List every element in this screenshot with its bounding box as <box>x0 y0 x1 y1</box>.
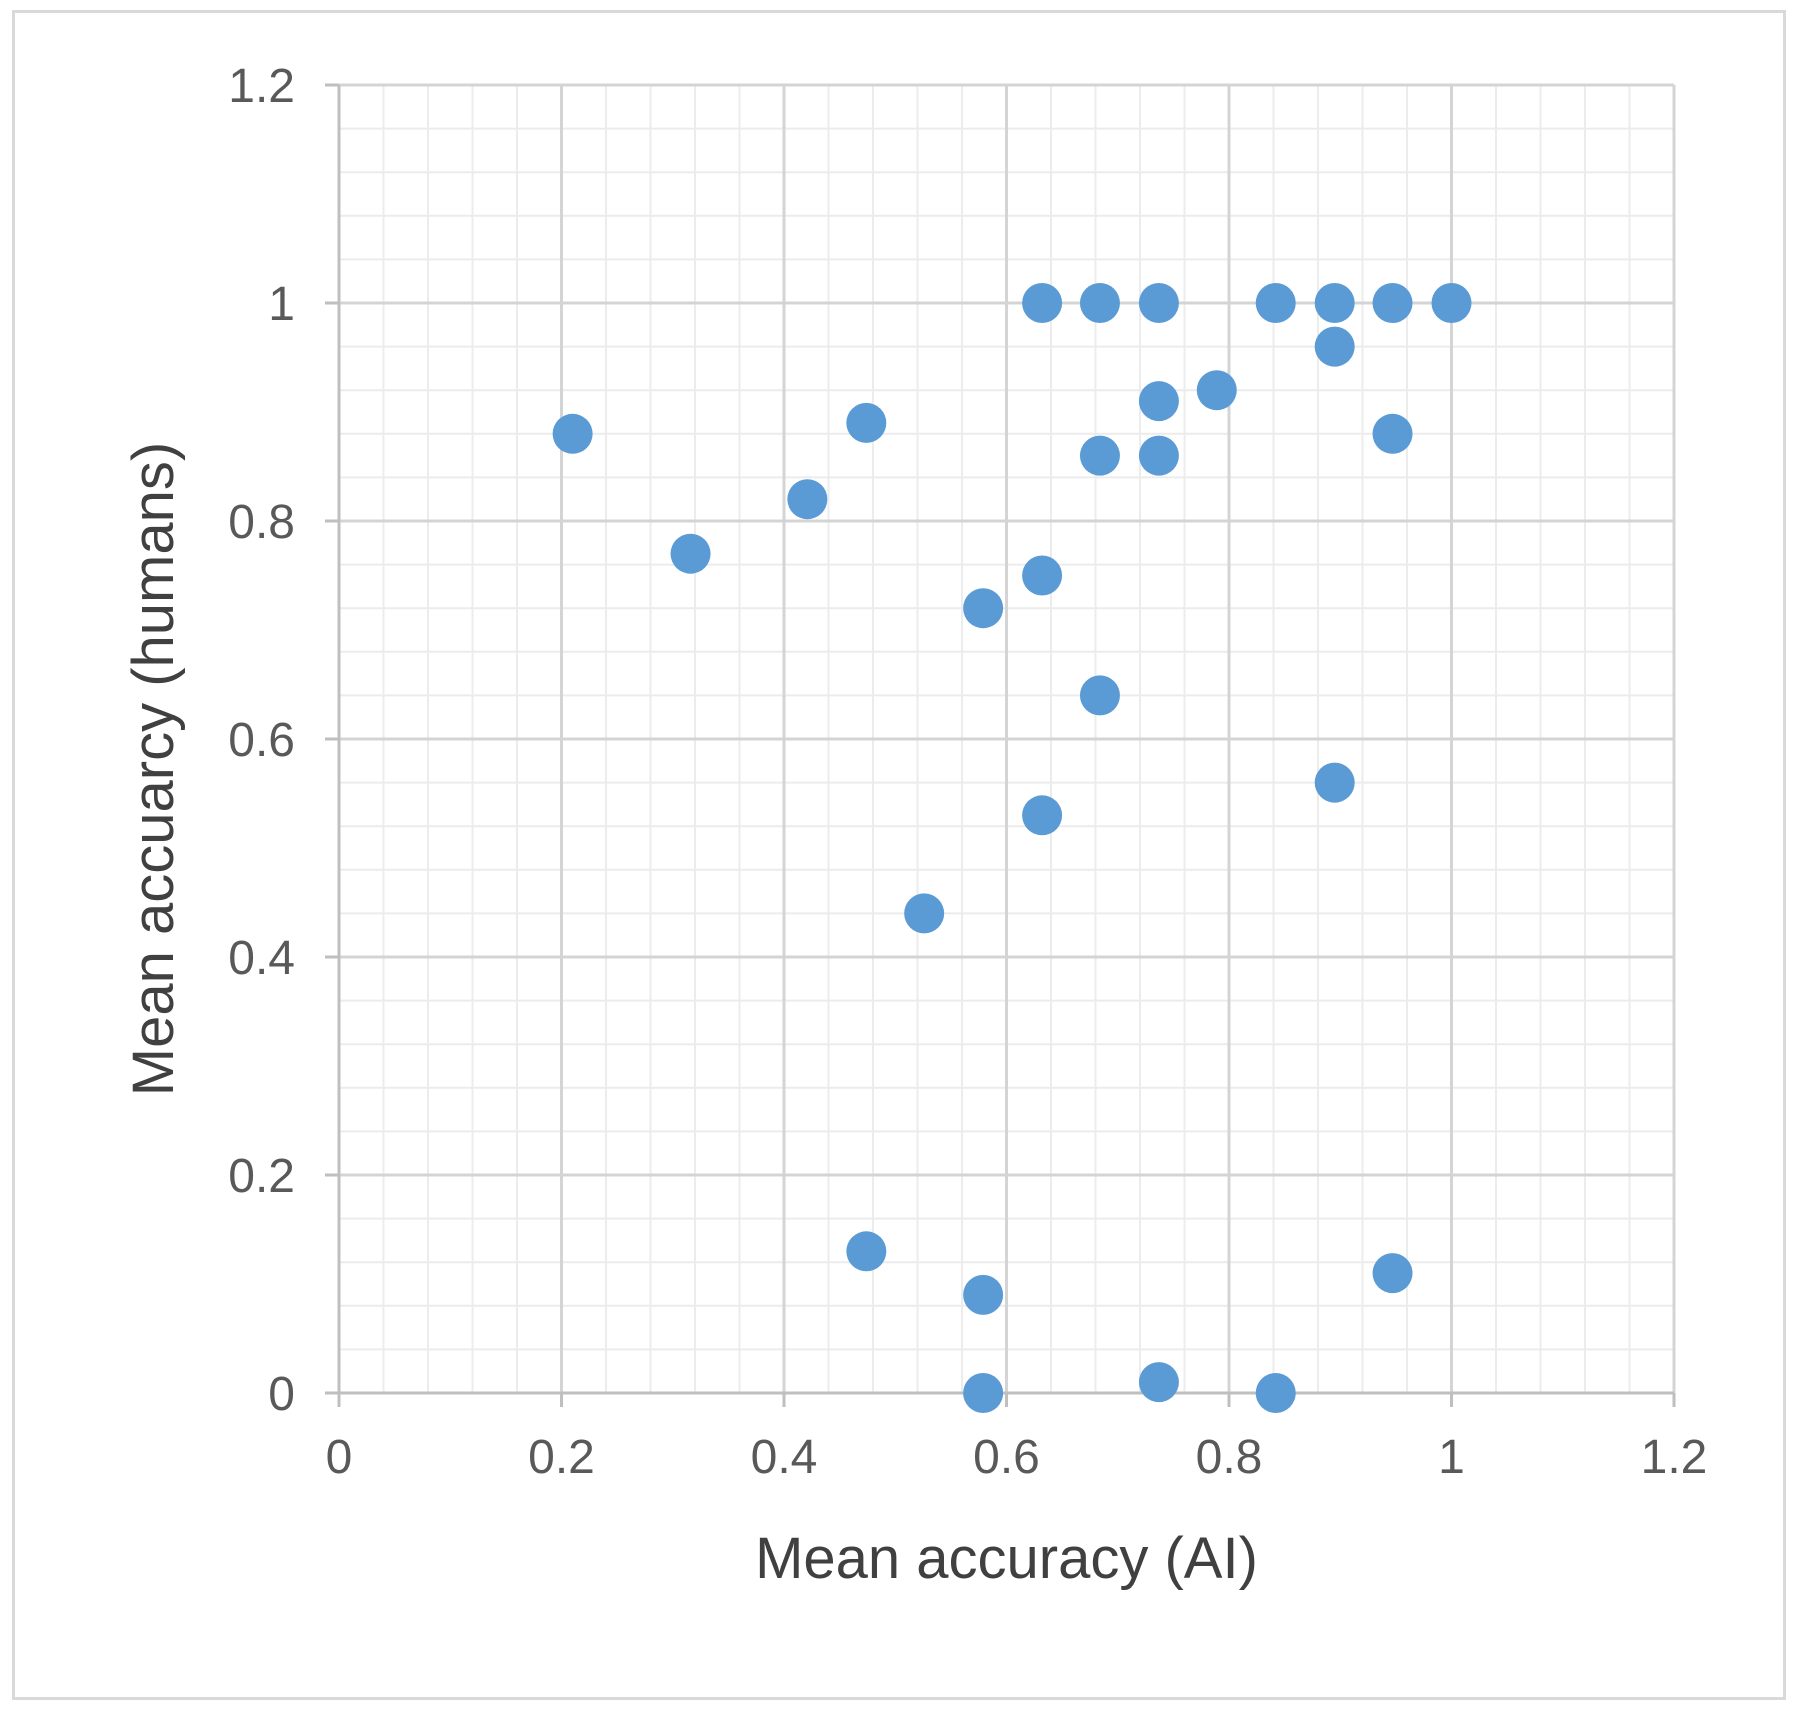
scatter-chart: 0 0.2 0.4 0.6 0.8 1 1.2 0 0.2 0.4 0.6 0.8 1 1.2 Mean… <box>121 60 1708 1591</box>
x-axis-title: Mean accuracy (AI) <box>755 1526 1258 1591</box>
axes <box>325 83 1676 1407</box>
data-point <box>1372 283 1413 323</box>
data-point <box>963 1373 1004 1413</box>
data-point <box>1022 283 1063 323</box>
data-point <box>1138 381 1179 422</box>
data-point <box>1372 413 1413 454</box>
x-tick-label: 0.8 <box>1196 1431 1263 1484</box>
data-point <box>1138 1362 1179 1403</box>
data-point <box>1022 555 1063 596</box>
y-tick-label: 1 <box>268 278 295 331</box>
data-point <box>963 1274 1004 1315</box>
data-point <box>1138 283 1179 323</box>
data-point <box>1255 283 1296 323</box>
y-axis-tick-labels: 0 0.2 0.4 0.6 0.8 1 1.2 <box>228 60 295 1421</box>
data-point <box>1079 435 1120 476</box>
data-point <box>670 533 711 574</box>
data-point <box>846 1231 887 1272</box>
data-point <box>787 479 828 520</box>
data-point <box>1431 283 1472 323</box>
data-point <box>1314 762 1355 803</box>
x-tick-label: 1 <box>1438 1431 1465 1484</box>
data-point <box>552 413 593 454</box>
x-tick-label: 0.2 <box>528 1431 595 1484</box>
y-tick-label: 1.2 <box>228 60 295 113</box>
x-tick-label: 1.2 <box>1641 1431 1708 1484</box>
y-tick-label: 0.4 <box>228 932 295 985</box>
y-tick-label: 0.8 <box>228 496 295 549</box>
x-tick-label: 0.4 <box>751 1431 818 1484</box>
data-point <box>846 402 887 443</box>
y-tick-label: 0.6 <box>228 714 295 767</box>
data-point <box>1079 675 1120 716</box>
data-point <box>1196 370 1237 411</box>
x-tick-label: 0 <box>326 1431 353 1484</box>
data-point <box>1372 1253 1413 1294</box>
data-point <box>1255 1373 1296 1413</box>
data-point <box>904 893 945 934</box>
y-tick-label: 0 <box>268 1368 295 1421</box>
data-points <box>552 283 1472 1413</box>
data-point <box>1314 283 1355 323</box>
data-point <box>1138 435 1179 476</box>
data-point <box>1022 795 1063 836</box>
chart-area: 0 0.2 0.4 0.6 0.8 1 1.2 0 0.2 0.4 0.6 0.8 1 1.2 Mean… <box>12 10 1786 1700</box>
data-point <box>963 588 1004 629</box>
y-axis-title: Mean accuarcy (humans) <box>121 442 186 1096</box>
x-tick-label: 0.6 <box>973 1431 1040 1484</box>
y-tick-label: 0.2 <box>228 1150 295 1203</box>
data-point <box>1079 283 1120 323</box>
data-point <box>1314 326 1355 367</box>
x-axis-tick-labels: 0 0.2 0.4 0.6 0.8 1 1.2 <box>326 1431 1708 1484</box>
major-gridlines <box>339 83 1676 1393</box>
